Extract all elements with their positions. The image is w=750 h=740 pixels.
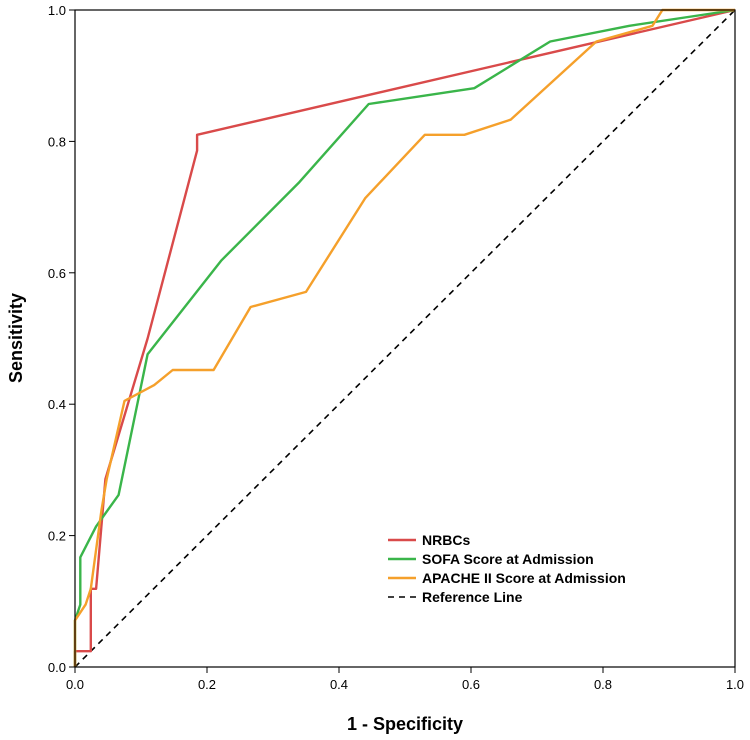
series-line-apache-ii-score-at-admission: [73, 8, 735, 667]
y-tick-label: 0.4: [48, 397, 66, 412]
legend-label: APACHE II Score at Admission: [422, 570, 626, 586]
plot-frame: [74, 9, 736, 668]
x-axis-title: 1 - Specificity: [347, 714, 463, 734]
y-tick-label: 0.2: [48, 529, 66, 544]
y-tick-label: 0.8: [48, 134, 66, 149]
x-tick-label: 0.8: [594, 677, 612, 692]
y-tick-label: 1.0: [48, 3, 66, 18]
x-tick-label: 0.6: [462, 677, 480, 692]
series-line-reference-line: [74, 9, 736, 668]
x-tick-label: 0.0: [66, 677, 84, 692]
axis-ticks: 0.0 0.2 0.4 0.6 0.8 1.0 0.0 0.2 0.4 0.6 0.8 1.0: [48, 3, 744, 692]
x-tick-label: 1.0: [726, 677, 744, 692]
y-tick-label: 0.0: [48, 660, 66, 675]
legend-label: SOFA Score at Admission: [422, 551, 594, 567]
legend-label: Reference Line: [422, 589, 523, 605]
series-line-nrbcs: [73, 8, 736, 667]
y-tick-label: 0.6: [48, 266, 66, 281]
legend: NRBCs SOFA Score at Admission APACHE II Sc…: [388, 532, 626, 605]
series-line-sofa-score-at-admission: [73, 8, 736, 667]
series-layer: [73, 8, 736, 668]
x-tick-label: 0.2: [198, 677, 216, 692]
y-axis-title: Sensitivity: [6, 293, 26, 383]
legend-label: NRBCs: [422, 532, 470, 548]
x-tick-label: 0.4: [330, 677, 348, 692]
